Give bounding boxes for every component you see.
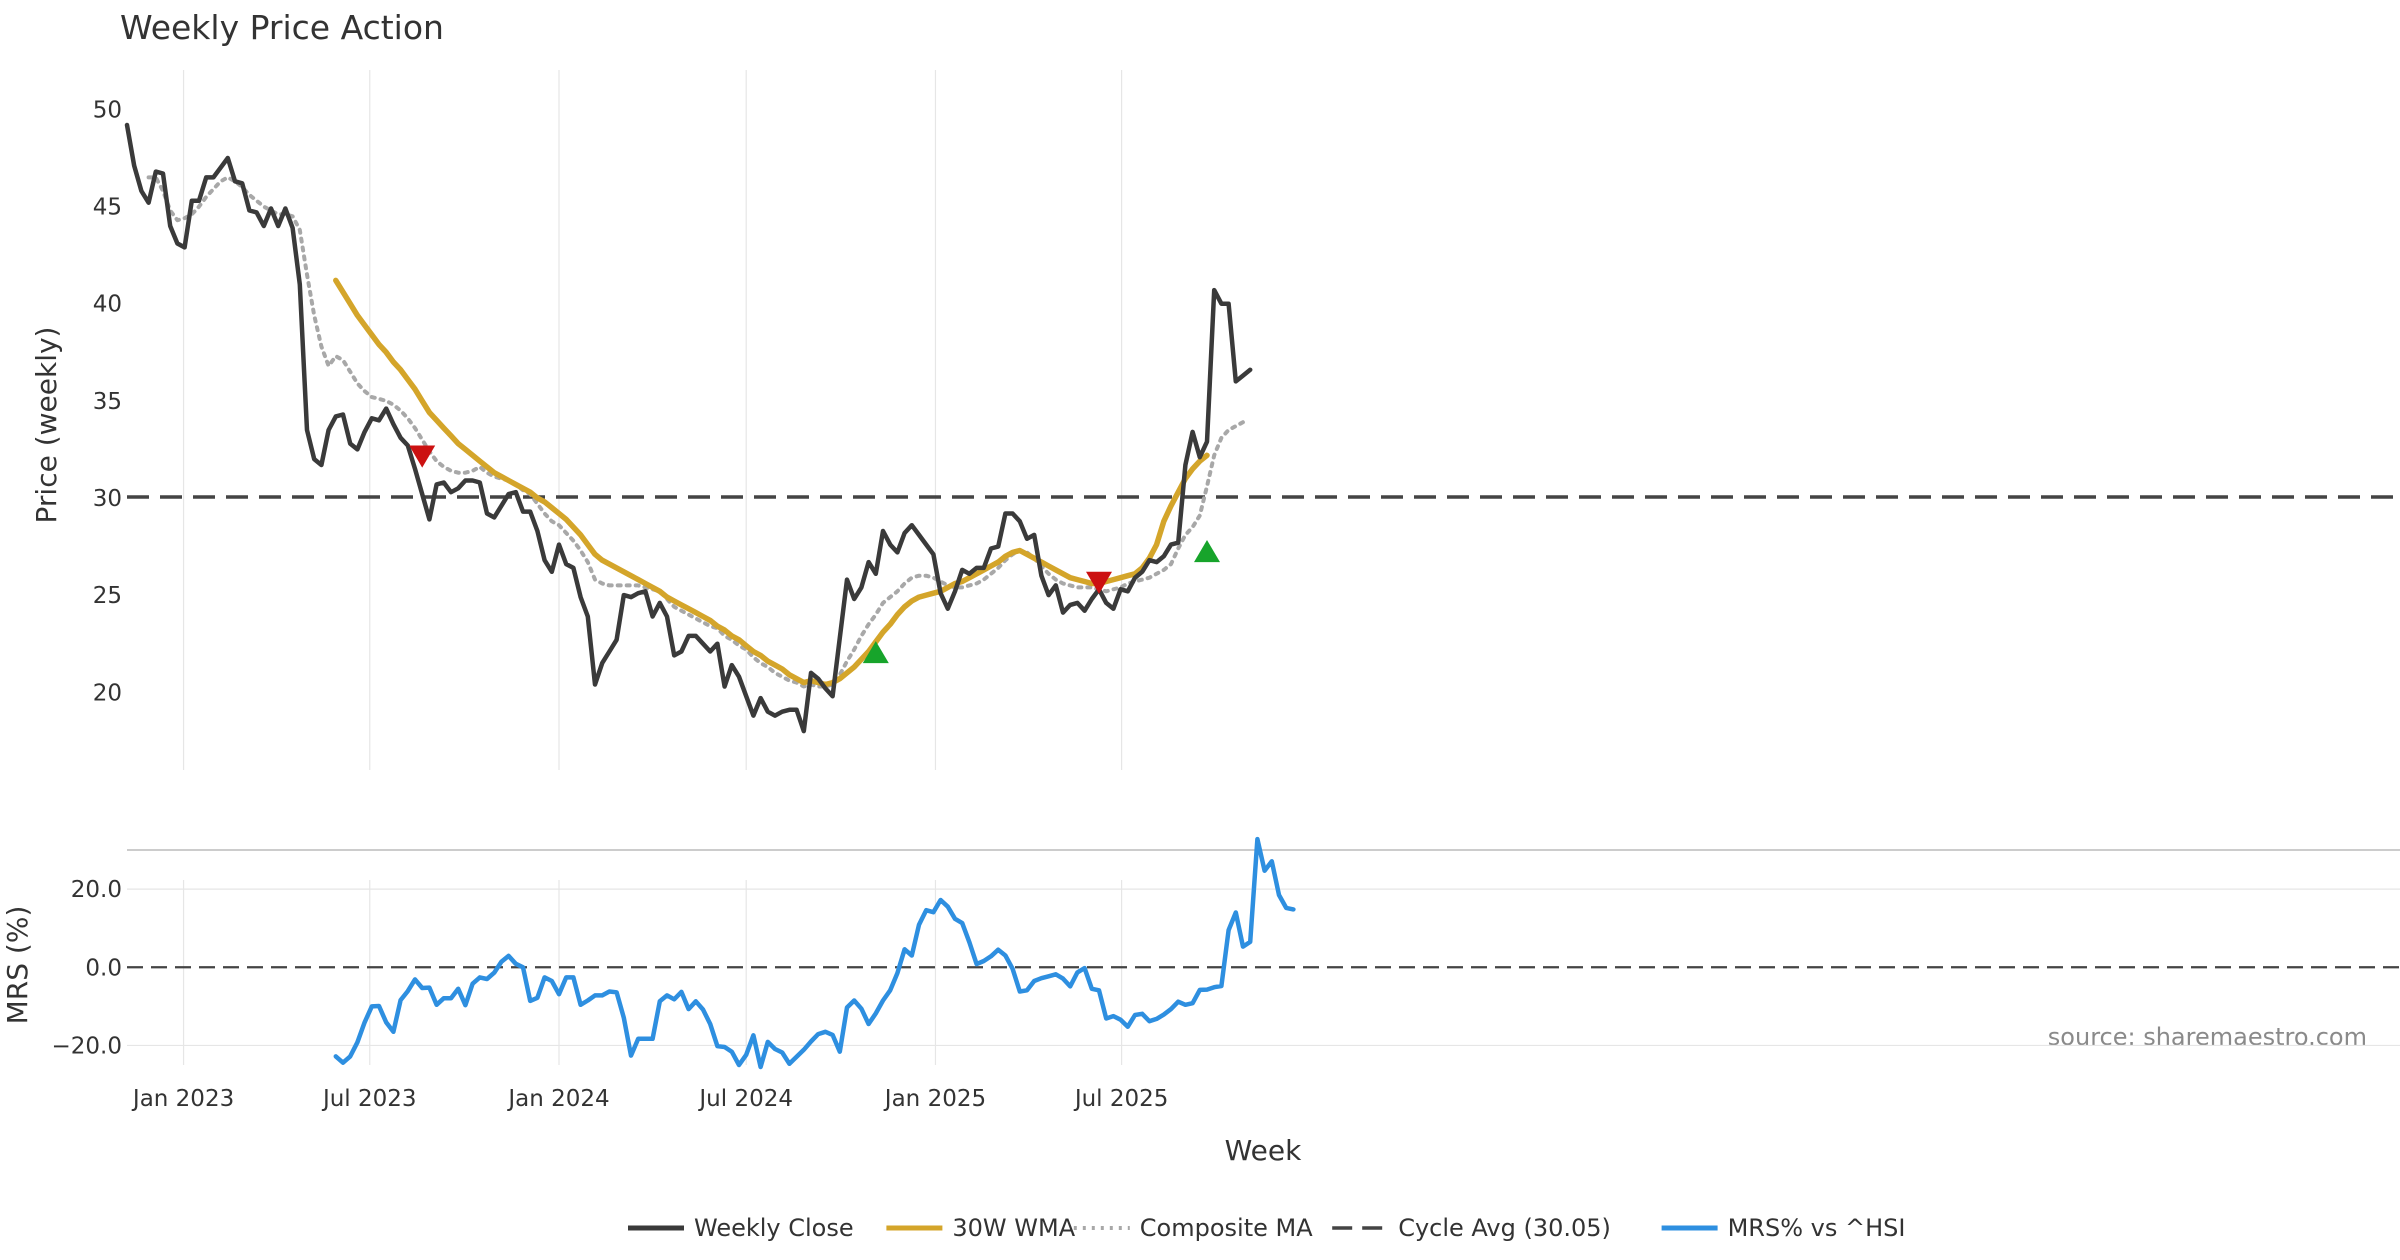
xtick-5: Jul 2025 (1073, 1086, 1169, 1112)
mrs-ytick-0: −20.0 (52, 1033, 122, 1059)
xtick-1: Jul 2023 (321, 1086, 417, 1112)
legend-label-2: Composite MA (1140, 1214, 1313, 1242)
buy-signal-marker-3 (1194, 540, 1220, 563)
weekly-close-line (124, 122, 1253, 734)
chart-title: Weekly Price Action (120, 8, 444, 47)
price-ytick-40: 40 (93, 292, 122, 318)
composite-ma-line (146, 175, 1245, 689)
xtick-2: Jan 2024 (506, 1086, 609, 1112)
signal-markers (409, 445, 1220, 664)
legend-label-3: Cycle Avg (30.05) (1398, 1214, 1611, 1242)
series-lines (124, 122, 1296, 1070)
price-ytick-50: 50 (93, 97, 122, 123)
mrs-ytick-1: 0.0 (85, 955, 122, 981)
mrs-axis-title: MRS (%) (1, 906, 34, 1025)
price-ytick-35: 35 (93, 389, 122, 415)
buy-signal-marker-1 (862, 641, 889, 664)
wma-30w-line (333, 277, 1210, 688)
xtick-4: Jan 2025 (883, 1086, 986, 1112)
xtick-0: Jan 2023 (131, 1086, 234, 1112)
legend-label-0: Weekly Close (694, 1214, 854, 1242)
grid-lines (127, 70, 2400, 1065)
price-ytick-25: 25 (93, 583, 122, 609)
tick-labels: 20 25 30 35 40 45 50 −20.0 0.0 20.0 Jan 2023 Jul 20… (52, 97, 1169, 1112)
price-ytick-30: 30 (93, 486, 122, 512)
legend: Weekly Close 30W WMA Composite MA Cycle Avg… (628, 1214, 1905, 1242)
legend-label-1: 30W WMA (952, 1214, 1075, 1242)
price-ytick-45: 45 (93, 195, 122, 221)
sell-signal-marker-0 (409, 445, 436, 468)
x-axis-title: Week (1225, 1134, 1302, 1167)
source-note: source: sharemaestro.com (2048, 1023, 2367, 1051)
xtick-3: Jul 2024 (697, 1086, 793, 1112)
sell-signal-marker-2 (1086, 571, 1112, 594)
mrs-line (333, 836, 1296, 1070)
price-ytick-20: 20 (93, 680, 122, 706)
legend-label-4: MRS% vs ^HSI (1728, 1214, 1906, 1242)
mrs-ytick-2: 20.0 (71, 877, 122, 903)
y-axis-title: Price (weekly) (30, 327, 63, 524)
